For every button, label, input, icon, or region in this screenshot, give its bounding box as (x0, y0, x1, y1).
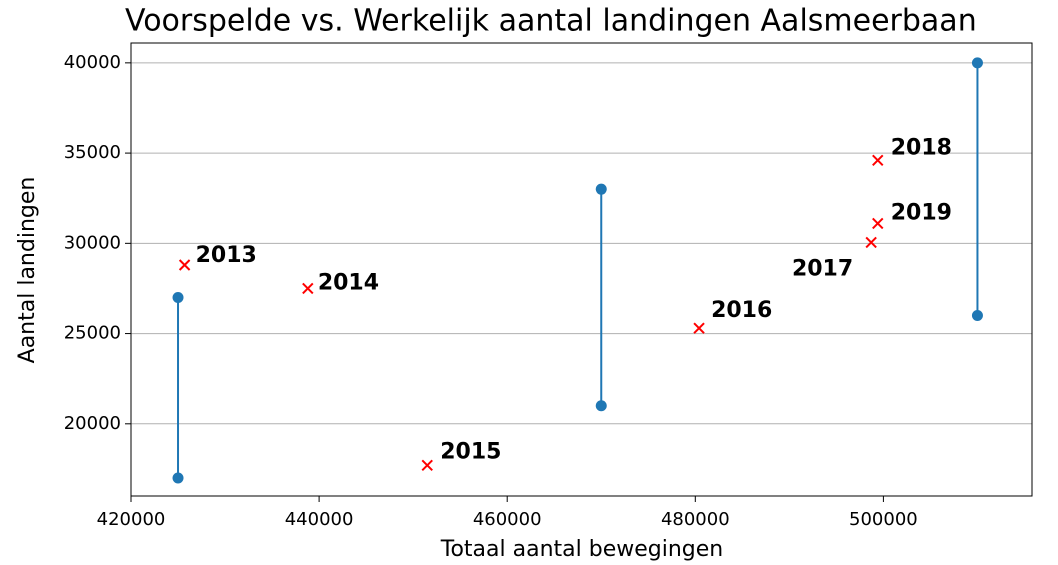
x-tick-label: 420000 (97, 509, 166, 530)
point-label: 2016 (711, 298, 772, 323)
chart-title: Voorspelde vs. Werkelijk aantal landinge… (125, 4, 977, 39)
y-tick-label: 40000 (64, 52, 121, 73)
y-tick-label: 20000 (64, 413, 121, 434)
point-label: 2018 (891, 135, 952, 160)
x-axis-label: Totaal aantal bewegingen (440, 537, 723, 562)
range-high (172, 291, 184, 303)
point-marker (872, 154, 884, 167)
x-tick-label: 480000 (661, 509, 730, 530)
y-tick-label: 35000 (64, 142, 121, 163)
range-low (595, 400, 607, 412)
x-tick-label: 440000 (285, 509, 354, 530)
y-tick-label: 30000 (64, 232, 121, 253)
point-label: 2013 (196, 243, 257, 268)
point-marker (421, 459, 433, 472)
y-axis-label: Aantal landingen (15, 177, 40, 364)
point-marker (865, 236, 877, 249)
range-high (595, 183, 607, 195)
point-marker (302, 282, 314, 295)
range-high (971, 57, 983, 69)
range-low (971, 310, 983, 322)
point-label: 2019 (891, 200, 952, 225)
y-tick-label: 25000 (64, 323, 121, 344)
point-marker (178, 259, 191, 271)
x-tick-label: 460000 (473, 509, 542, 530)
x-tick-label: 500000 (849, 509, 918, 530)
point-label: 2015 (440, 439, 501, 464)
point-label: 2017 (792, 256, 853, 281)
range-low (172, 472, 184, 484)
point-marker (693, 322, 705, 334)
point-label: 2014 (318, 270, 379, 295)
point-marker (872, 217, 884, 230)
plot-frame (130, 42, 1033, 497)
